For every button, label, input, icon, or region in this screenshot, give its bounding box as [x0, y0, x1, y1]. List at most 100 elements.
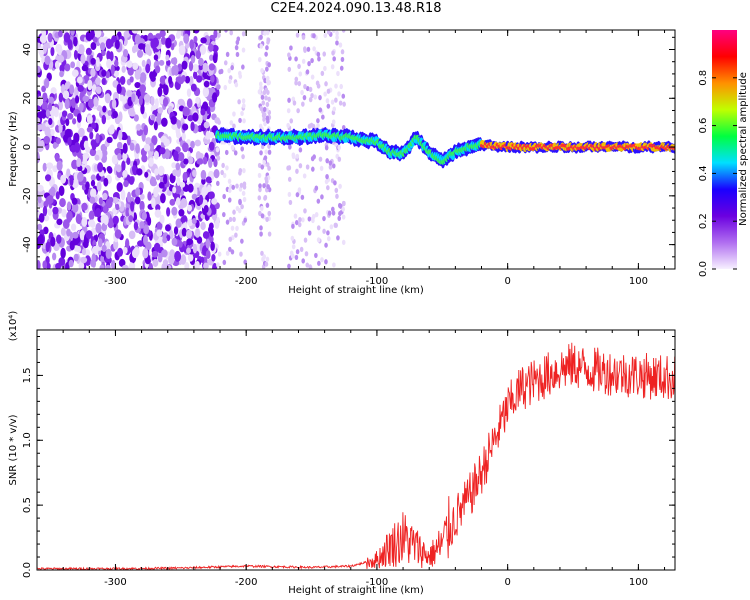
noise-blob	[180, 216, 187, 223]
spectrogram-x-tick-label: 0	[504, 276, 510, 287]
noise-blob	[291, 244, 296, 250]
noise-blob	[135, 187, 141, 197]
noise-blob	[203, 204, 209, 214]
noise-blob	[112, 110, 119, 119]
spectrogram-y-tick-label: 40	[22, 43, 33, 56]
noise-blob	[238, 167, 243, 174]
noise-blob	[105, 38, 113, 50]
noise-blob	[305, 164, 310, 170]
colorbar-gradient	[712, 30, 737, 269]
noise-blob	[116, 83, 122, 95]
noise-blob	[134, 196, 141, 205]
noise-blob	[192, 112, 199, 122]
noise-blob	[133, 221, 139, 231]
noise-blob	[208, 131, 215, 139]
noise-blob	[211, 198, 218, 205]
noise-blob	[263, 155, 268, 161]
noise-blob	[331, 50, 335, 56]
noise-blob	[320, 70, 325, 76]
noise-blob	[43, 77, 50, 89]
noise-blob	[316, 51, 321, 57]
noise-blob	[341, 239, 346, 245]
noise-blob	[258, 186, 262, 193]
noise-blob	[186, 247, 191, 254]
noise-blob	[341, 200, 346, 207]
noise-blob	[98, 197, 103, 205]
noise-blob	[95, 222, 102, 234]
noise-blob	[228, 246, 232, 252]
snr-x-tick-label: -100	[366, 577, 389, 588]
noise-blob	[216, 262, 220, 268]
noise-blob	[194, 139, 202, 147]
noise-blob	[155, 65, 161, 74]
noise-blob	[148, 262, 154, 269]
noise-blob	[311, 217, 315, 224]
noise-blob	[140, 86, 145, 97]
noise-blob	[265, 216, 269, 223]
noise-blob	[122, 142, 128, 154]
noise-blob	[176, 119, 182, 129]
noise-blob	[295, 192, 300, 198]
noise-blob	[80, 54, 86, 64]
noise-blob	[234, 232, 238, 238]
noise-blob	[318, 107, 323, 113]
noise-blob	[264, 51, 268, 57]
noise-blob	[193, 35, 198, 43]
noise-blob	[79, 103, 84, 112]
noise-blob	[73, 49, 79, 60]
noise-blob	[307, 230, 312, 236]
noise-blob	[46, 262, 51, 269]
spectrogram-x-label: Height of straight line (km)	[288, 285, 424, 296]
noise-blob	[259, 205, 264, 211]
noise-blob	[200, 108, 206, 116]
noise-blob	[320, 194, 324, 200]
noise-blob	[152, 37, 160, 48]
noise-blob	[291, 223, 295, 229]
noise-blob	[139, 221, 145, 229]
noise-blob	[102, 205, 108, 214]
noise-blob	[325, 98, 330, 104]
colorbar-label: Normalized spectral amplitude	[738, 72, 749, 226]
noise-blob	[317, 56, 321, 62]
noise-blob	[302, 173, 307, 179]
noise-blob	[165, 54, 170, 61]
noise-blob	[158, 59, 165, 66]
noise-blob	[70, 223, 77, 232]
noise-blob	[201, 177, 206, 185]
noise-blob	[314, 252, 318, 259]
noise-blob	[153, 186, 159, 198]
noise-blob	[326, 230, 330, 236]
noise-blob	[95, 57, 100, 68]
noise-blob	[66, 168, 71, 178]
noise-blob	[90, 57, 96, 65]
noise-blob	[186, 88, 192, 98]
noise-blob	[243, 217, 248, 223]
noise-blob	[257, 57, 262, 63]
noise-blob	[227, 178, 232, 184]
noise-blob	[200, 169, 207, 180]
noise-blob	[37, 123, 42, 131]
colorbar-tick-label: 0.6	[698, 118, 709, 134]
noise-blob	[106, 50, 111, 61]
noise-blob	[222, 259, 227, 265]
noise-blob	[212, 53, 218, 64]
noise-blob	[92, 84, 97, 93]
snr-multiplier-label: (x10⁴)	[8, 311, 19, 342]
noise-blob	[287, 191, 292, 198]
noise-blob	[196, 152, 204, 159]
noise-blob	[52, 142, 58, 149]
noise-blob	[131, 248, 139, 259]
noise-blob	[44, 55, 51, 65]
noise-blob	[87, 79, 93, 91]
noise-blob	[240, 204, 244, 210]
noise-blob	[312, 33, 316, 39]
noise-blob	[231, 184, 236, 190]
noise-blob	[335, 34, 339, 41]
noise-blob	[89, 188, 97, 198]
noise-blob	[175, 218, 182, 228]
noise-blob	[319, 165, 324, 171]
noise-blob	[159, 214, 165, 224]
noise-blob	[108, 196, 114, 204]
noise-blob	[122, 169, 128, 178]
noise-blob	[66, 201, 72, 211]
